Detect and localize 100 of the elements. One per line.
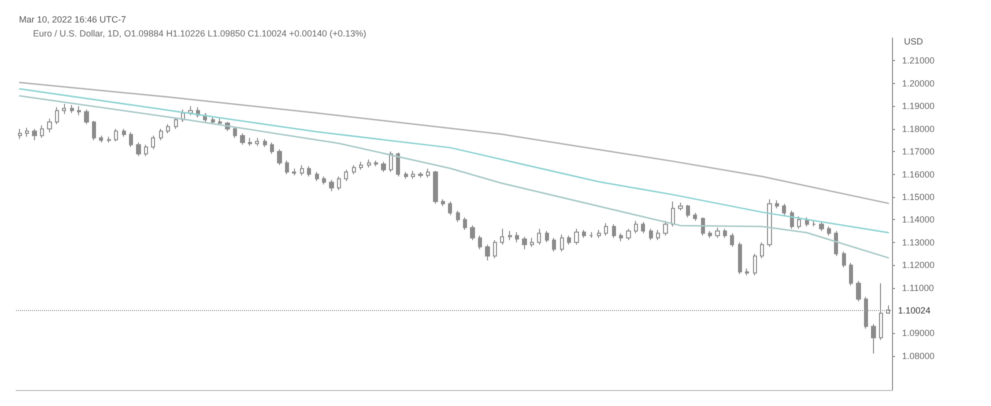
candlestick bbox=[47, 118, 52, 133]
candlestick bbox=[322, 176, 326, 185]
candlestick bbox=[396, 152, 400, 178]
candlestick bbox=[285, 160, 289, 175]
candlestick bbox=[864, 296, 868, 330]
candlestick bbox=[842, 250, 846, 268]
candlestick bbox=[782, 203, 786, 216]
y-tick-label: 1.11000 bbox=[902, 282, 934, 293]
candlestick bbox=[174, 116, 178, 130]
candlestick bbox=[678, 202, 683, 212]
candlestick bbox=[634, 220, 638, 234]
candlestick bbox=[411, 170, 415, 180]
candlestick bbox=[856, 280, 861, 302]
candlestick bbox=[560, 234, 564, 252]
candlestick bbox=[218, 118, 222, 126]
candlestick bbox=[574, 228, 579, 246]
candlestick bbox=[723, 228, 727, 238]
candlestick bbox=[812, 220, 816, 227]
candlestick bbox=[151, 135, 155, 150]
candlestick bbox=[485, 244, 490, 262]
chart-subtitle: Euro / U.S. Dollar, 1D, O1.09884 H1.10226 L1.09850 C1.10024 +0.00140 (+0.13%) bbox=[33, 28, 366, 38]
candlestick bbox=[270, 142, 274, 154]
candlestick bbox=[426, 168, 430, 178]
candlestick bbox=[641, 221, 645, 234]
candlestick bbox=[738, 242, 742, 275]
candlestick bbox=[374, 160, 378, 167]
candlestick bbox=[359, 161, 363, 170]
y-tick-label: 1.20000 bbox=[902, 78, 935, 88]
candlestick bbox=[522, 236, 527, 250]
candlestick bbox=[715, 227, 720, 238]
y-tick-label: 1.14000 bbox=[902, 214, 935, 225]
candlestick bbox=[211, 116, 215, 125]
candlestick bbox=[84, 109, 89, 125]
candlestick bbox=[552, 237, 556, 252]
candlestick bbox=[25, 127, 29, 138]
candlestick bbox=[18, 128, 22, 140]
y-tick-label: 1.15000 bbox=[902, 192, 935, 202]
candlestick bbox=[730, 232, 734, 248]
candlestick bbox=[263, 138, 267, 148]
line-series bbox=[18, 82, 890, 204]
candlestick bbox=[500, 228, 504, 246]
candlestick bbox=[99, 135, 103, 143]
candlestick bbox=[827, 226, 831, 236]
candlestick bbox=[470, 224, 475, 241]
candlestick bbox=[292, 168, 296, 176]
candlestick bbox=[188, 106, 193, 116]
candlestick bbox=[389, 151, 393, 172]
candlestick bbox=[114, 128, 118, 142]
candlestick bbox=[463, 216, 467, 230]
candlestick bbox=[441, 198, 445, 207]
candlestick bbox=[537, 228, 541, 246]
candlestick bbox=[530, 237, 534, 248]
candlestick bbox=[582, 229, 586, 238]
candlestick bbox=[589, 232, 593, 238]
candlestick bbox=[604, 222, 608, 236]
y-tick-label: 1.16000 bbox=[902, 169, 935, 180]
candlestick bbox=[404, 171, 408, 180]
candlestick bbox=[433, 170, 438, 204]
candlestick bbox=[597, 229, 601, 238]
ref-line-label: 1.10024 bbox=[898, 306, 931, 316]
candlestick bbox=[663, 220, 668, 236]
candlestick bbox=[122, 128, 126, 138]
line-series bbox=[18, 95, 890, 259]
candlestick bbox=[701, 216, 705, 236]
candlestick bbox=[797, 216, 801, 230]
candlestick bbox=[775, 200, 779, 209]
y-axis-title: USD bbox=[904, 36, 924, 46]
candlestick bbox=[567, 235, 571, 246]
candlestick bbox=[753, 253, 757, 276]
candlestick bbox=[448, 201, 452, 216]
candlestick bbox=[671, 201, 675, 227]
candlestick bbox=[70, 104, 74, 114]
candlestick bbox=[760, 242, 764, 259]
candlestick bbox=[255, 137, 259, 146]
candlestick bbox=[159, 128, 163, 141]
candlestick bbox=[656, 229, 660, 241]
chart-title: Mar 10, 2022 16:46 UTC-7 bbox=[19, 14, 126, 24]
candlestick bbox=[418, 171, 423, 178]
candlestick bbox=[166, 124, 170, 134]
line-series bbox=[18, 88, 890, 234]
candlestick bbox=[508, 230, 512, 241]
candlestick bbox=[886, 304, 890, 314]
y-tick-label: 1.21000 bbox=[902, 56, 935, 66]
candlestick bbox=[708, 230, 712, 238]
candlestick bbox=[545, 230, 549, 243]
candlestick bbox=[767, 198, 772, 248]
y-tick-label: 1.18000 bbox=[902, 124, 935, 134]
candlestick bbox=[381, 161, 386, 172]
candlestick bbox=[619, 232, 623, 242]
candlestick bbox=[40, 124, 44, 138]
candlestick bbox=[136, 142, 141, 157]
candlestick bbox=[55, 106, 59, 125]
candlestick bbox=[819, 221, 824, 232]
candlestick bbox=[107, 136, 111, 143]
candlestick bbox=[849, 262, 853, 286]
candlestick bbox=[62, 103, 66, 115]
candlestick bbox=[240, 132, 245, 146]
candlestick bbox=[649, 228, 653, 241]
candlestick bbox=[686, 204, 690, 218]
candlestick bbox=[277, 148, 282, 166]
